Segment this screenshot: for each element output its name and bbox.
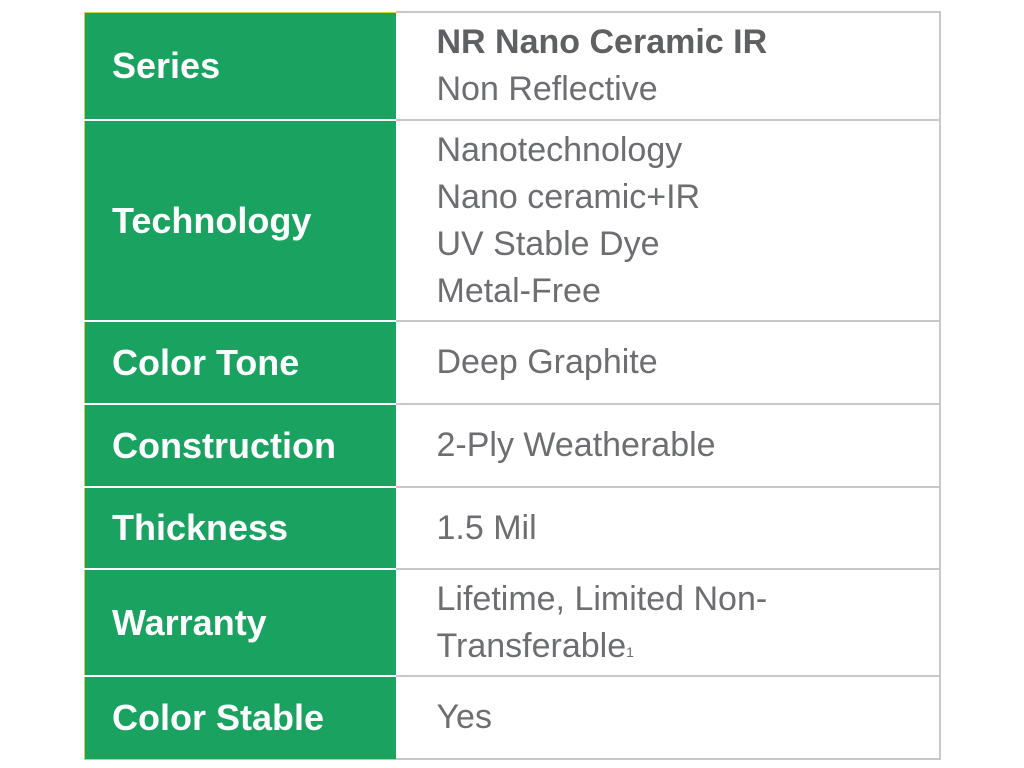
row-label: Thickness (84, 487, 396, 570)
value-line: Lifetime, Limited Non- (436, 579, 768, 618)
row-value: Yes (395, 676, 941, 760)
row-label: Technology (84, 120, 396, 322)
table-row-thickness: Thickness 1.5 Mil (84, 487, 941, 570)
table-row-technology: Technology Nanotechnology Nano ceramic+I… (84, 120, 941, 322)
value-line: Nanotechnology (436, 130, 683, 169)
row-value: 1.5 Mil (395, 487, 941, 570)
row-value: 2-Ply Weatherable (395, 404, 941, 488)
row-value: Nanotechnology Nano ceramic+IR UV Stable… (395, 120, 941, 322)
row-value: NR Nano Ceramic IR Non Reflective (395, 11, 941, 121)
table-row-series: Series NR Nano Ceramic IR Non Reflective (84, 11, 941, 121)
row-label: Construction (84, 404, 396, 488)
row-value: Lifetime, Limited Non- Transferable1 (395, 569, 941, 677)
table-row-color-stable: Color Stable Yes (84, 676, 941, 760)
row-label: Warranty (84, 569, 396, 677)
row-label: Color Stable (84, 676, 396, 760)
footnote-marker: 1 (626, 643, 634, 660)
spec-table: Series NR Nano Ceramic IR Non Reflective… (84, 11, 941, 760)
row-label: Series (84, 11, 396, 121)
value-line: 2-Ply Weatherable (436, 426, 716, 464)
value-line: 1.5 Mil (436, 508, 537, 547)
table-row-color-tone: Color Tone Deep Graphite (84, 321, 941, 405)
series-name: NR Nano Ceramic IR (436, 23, 768, 61)
table-row-warranty: Warranty Lifetime, Limited Non- Transfer… (84, 569, 941, 677)
value-line: Yes (436, 698, 492, 736)
row-value: Deep Graphite (395, 321, 941, 405)
value-line: Nano ceramic+IR (436, 177, 701, 216)
value-line: Non Reflective (436, 70, 658, 108)
value-line-wrap: Transferable1 (437, 623, 940, 670)
table-row-construction: Construction 2-Ply Weatherable (84, 404, 941, 488)
value-line: UV Stable Dye (436, 224, 660, 263)
value-line: Deep Graphite (436, 343, 658, 381)
value-line: Transferable (436, 626, 627, 665)
value-line: Metal-Free (436, 271, 601, 310)
row-label: Color Tone (84, 321, 396, 405)
